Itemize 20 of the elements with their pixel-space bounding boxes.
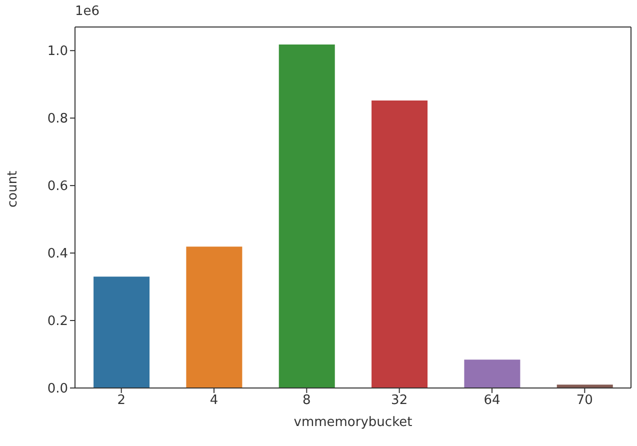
- x-tick-label: 70: [576, 393, 593, 408]
- y-axis-title: count: [6, 170, 21, 208]
- bar: [278, 44, 335, 388]
- x-tick-label: 32: [391, 393, 408, 408]
- x-axis-title: vmmemorybucket: [294, 415, 412, 430]
- x-tick-label: 8: [302, 393, 311, 408]
- bar: [94, 276, 150, 388]
- text: 1e6: [75, 4, 100, 19]
- bar: [464, 360, 520, 388]
- y-tick-label: 0.8: [47, 112, 68, 127]
- bar: [372, 100, 428, 388]
- y-tick-label: 0.0: [47, 382, 68, 397]
- x-tick-label: 2: [117, 393, 126, 408]
- y-tick-label: 1.0: [47, 44, 68, 60]
- y-tick-label: 0.2: [47, 314, 68, 330]
- bar: [186, 246, 242, 388]
- x-tick-label: 64: [484, 393, 500, 408]
- y-tick-label: 0.4: [47, 246, 68, 262]
- x-tick-label: 4: [210, 393, 218, 408]
- y-tick-label: 0.6: [47, 179, 68, 194]
